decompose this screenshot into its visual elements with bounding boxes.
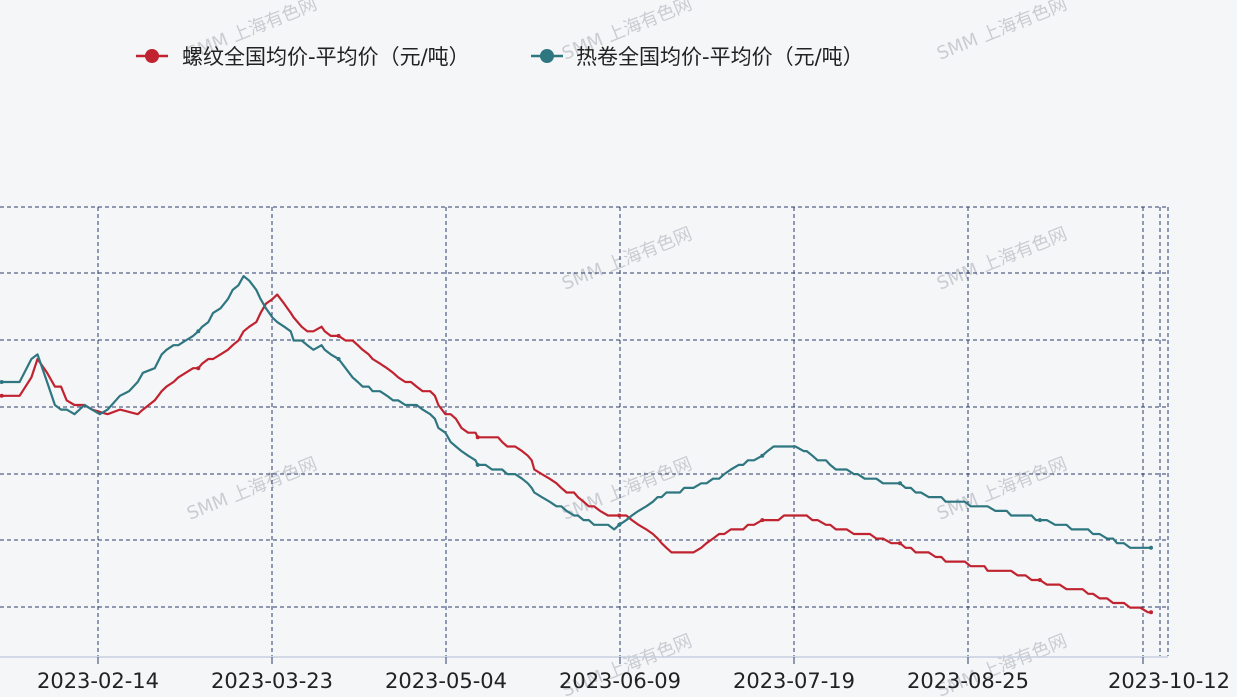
series-line-hrc[interactable] xyxy=(1,275,1151,549)
data-point xyxy=(617,513,622,518)
legend-item-hrc[interactable]: 热卷全国均价-平均价（元/吨） xyxy=(531,45,864,69)
data-point xyxy=(196,329,201,334)
x-tick-label: 2023-02-14 xyxy=(37,669,159,693)
series-line-rebar[interactable] xyxy=(1,293,1151,614)
legend-item-rebar[interactable]: 螺纹全国均价-平均价（元/吨） xyxy=(136,45,470,69)
x-tick-label: 2023-07-19 xyxy=(733,669,855,693)
data-point xyxy=(0,393,4,398)
data-point xyxy=(898,481,902,486)
data-point xyxy=(617,522,622,527)
data-point xyxy=(1037,518,1042,523)
data-point xyxy=(898,541,902,546)
legend[interactable]: 螺纹全国均价-平均价（元/吨） 热卷全国均价-平均价（元/吨） xyxy=(136,45,864,69)
data-point xyxy=(760,453,765,458)
x-tick-label: 2023-05-04 xyxy=(385,669,507,693)
data-point xyxy=(1149,545,1153,550)
grid xyxy=(0,206,1169,658)
data-point xyxy=(336,357,341,361)
data-point xyxy=(1149,610,1153,615)
plot-area xyxy=(0,275,1153,615)
legend-label-rebar: 螺纹全国均价-平均价（元/吨） xyxy=(182,45,470,69)
legend-label-hrc: 热卷全国均价-平均价（元/吨） xyxy=(576,45,864,69)
data-point xyxy=(1037,578,1042,582)
data-point xyxy=(196,366,201,371)
data-point xyxy=(475,462,480,467)
data-point xyxy=(0,380,4,384)
x-tick-label: 2023-03-23 xyxy=(211,669,333,693)
legend-marker-rebar xyxy=(145,49,159,63)
data-point xyxy=(475,435,480,440)
legend-marker-hrc xyxy=(540,49,554,63)
data-point xyxy=(760,518,765,523)
x-tick-label: 2023-08-25 xyxy=(907,669,1029,693)
x-tick-label: 2023-06-09 xyxy=(559,669,681,693)
x-axis: 2023-02-14 2023-03-23 2023-05-04 2023-06-09… xyxy=(37,657,1230,693)
data-point xyxy=(336,333,341,338)
x-tick-label: 2023-10-12 xyxy=(1108,669,1230,693)
